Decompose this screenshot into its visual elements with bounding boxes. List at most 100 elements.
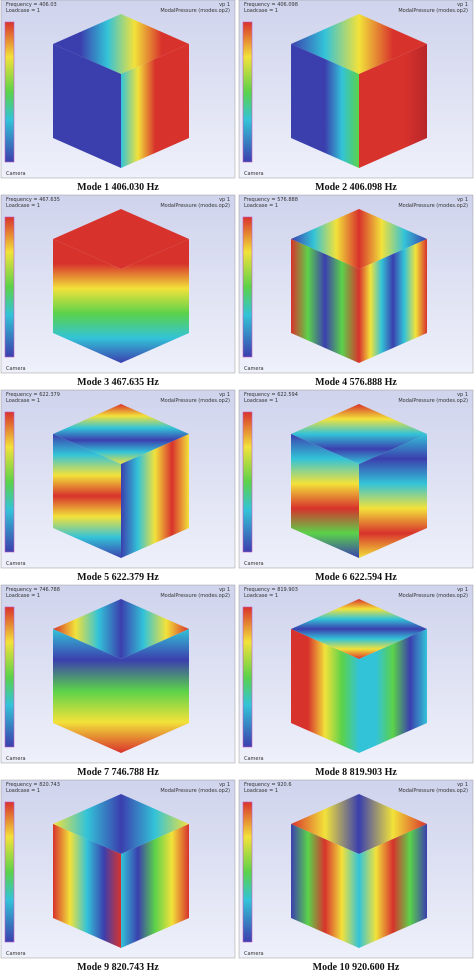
color-bar xyxy=(4,216,15,358)
camera-label: Camera xyxy=(244,756,264,762)
loadcase-label: Loadcase = 1 xyxy=(244,8,278,14)
loadcase-label: Loadcase = 1 xyxy=(6,203,40,209)
loadcase-label: Loadcase = 1 xyxy=(6,788,40,794)
caption: Mode 10 920.600 Hz xyxy=(313,962,400,973)
camera-label: Camera xyxy=(244,951,264,957)
camera-label: Camera xyxy=(6,756,26,762)
loadcase-label: Loadcase = 1 xyxy=(6,593,40,599)
result-label: ModalPressure (modes.op2) xyxy=(160,203,230,209)
viewport-label: vp 1 xyxy=(219,2,230,8)
frequency-label: Frequency = 406.03 xyxy=(6,2,57,8)
cube-left xyxy=(291,44,359,168)
cube-right xyxy=(359,44,427,168)
cube-right xyxy=(359,239,427,363)
camera-label: Camera xyxy=(6,171,26,177)
camera-label: Camera xyxy=(6,951,26,957)
cube-right xyxy=(121,824,189,948)
viewport-label: vp 1 xyxy=(219,392,230,398)
color-bar xyxy=(242,411,253,553)
viewport-label: vp 1 xyxy=(219,782,230,788)
loadcase-label: Loadcase = 1 xyxy=(6,8,40,14)
camera-label: Camera xyxy=(244,366,264,372)
color-bar xyxy=(4,411,15,553)
caption: Mode 1 406.030 Hz xyxy=(77,182,159,193)
result-label: ModalPressure (modes.op2) xyxy=(160,398,230,404)
color-bar xyxy=(242,606,253,748)
frequency-label: Frequency = 920.6 xyxy=(244,782,292,788)
viewport-label: vp 1 xyxy=(457,782,468,788)
caption: Mode 3 467.635 Hz xyxy=(77,377,159,388)
frequency-label: Frequency = 746.788 xyxy=(6,587,60,593)
frequency-label: Frequency = 622.594 xyxy=(244,392,298,398)
camera-label: Camera xyxy=(244,171,264,177)
camera-label: Camera xyxy=(244,561,264,567)
frequency-label: Frequency = 622.379 xyxy=(6,392,60,398)
cube-left xyxy=(291,629,359,753)
caption: Mode 5 622.379 Hz xyxy=(77,572,159,583)
caption: Mode 9 820.743 Hz xyxy=(77,962,159,973)
viewport-label: vp 1 xyxy=(219,587,230,593)
viewport-label: vp 1 xyxy=(457,2,468,8)
viewport-label: vp 1 xyxy=(457,392,468,398)
loadcase-label: Loadcase = 1 xyxy=(244,203,278,209)
caption: Mode 6 622.594 Hz xyxy=(315,572,397,583)
result-label: ModalPressure (modes.op2) xyxy=(160,788,230,794)
cube-right xyxy=(121,44,189,168)
frequency-label: Frequency = 467.635 xyxy=(6,197,60,203)
cube-right xyxy=(121,629,189,753)
cube-left xyxy=(291,824,359,948)
color-bar xyxy=(242,801,253,943)
loadcase-label: Loadcase = 1 xyxy=(244,788,278,794)
caption: Mode 4 576.888 Hz xyxy=(315,377,397,388)
camera-label: Camera xyxy=(6,366,26,372)
result-label: ModalPressure (modes.op2) xyxy=(398,593,468,599)
color-bar xyxy=(4,21,15,163)
color-bar xyxy=(4,801,15,943)
cube-left xyxy=(53,629,121,753)
viewport-label: vp 1 xyxy=(457,197,468,203)
camera-label: Camera xyxy=(6,561,26,567)
caption: Mode 8 819.903 Hz xyxy=(315,767,397,778)
result-label: ModalPressure (modes.op2) xyxy=(398,398,468,404)
cube-left xyxy=(53,44,121,168)
frequency-label: Frequency = 819.903 xyxy=(244,587,298,593)
color-bar xyxy=(4,606,15,748)
cube-left xyxy=(53,824,121,948)
result-label: ModalPressure (modes.op2) xyxy=(160,593,230,599)
cube-right xyxy=(359,629,427,753)
loadcase-label: Loadcase = 1 xyxy=(244,398,278,404)
loadcase-label: Loadcase = 1 xyxy=(244,593,278,599)
result-label: ModalPressure (modes.op2) xyxy=(398,8,468,14)
frequency-label: Frequency = 576.888 xyxy=(244,197,298,203)
cube-right xyxy=(121,239,189,363)
cube-right xyxy=(121,434,189,558)
loadcase-label: Loadcase = 1 xyxy=(6,398,40,404)
color-bar xyxy=(242,216,253,358)
frequency-label: Frequency = 406.098 xyxy=(244,2,298,8)
cube-left xyxy=(53,239,121,363)
color-bar xyxy=(242,21,253,163)
viewport-label: vp 1 xyxy=(457,587,468,593)
viewport-label: vp 1 xyxy=(219,197,230,203)
cube-right xyxy=(359,434,427,558)
cube-left xyxy=(291,239,359,363)
cube-left xyxy=(291,434,359,558)
result-label: ModalPressure (modes.op2) xyxy=(398,788,468,794)
result-label: ModalPressure (modes.op2) xyxy=(398,203,468,209)
caption: Mode 7 746.788 Hz xyxy=(77,767,159,778)
cube-right xyxy=(359,824,427,948)
caption: Mode 2 406.098 Hz xyxy=(315,182,397,193)
frequency-label: Frequency = 820.743 xyxy=(6,782,60,788)
cube-left xyxy=(53,434,121,558)
